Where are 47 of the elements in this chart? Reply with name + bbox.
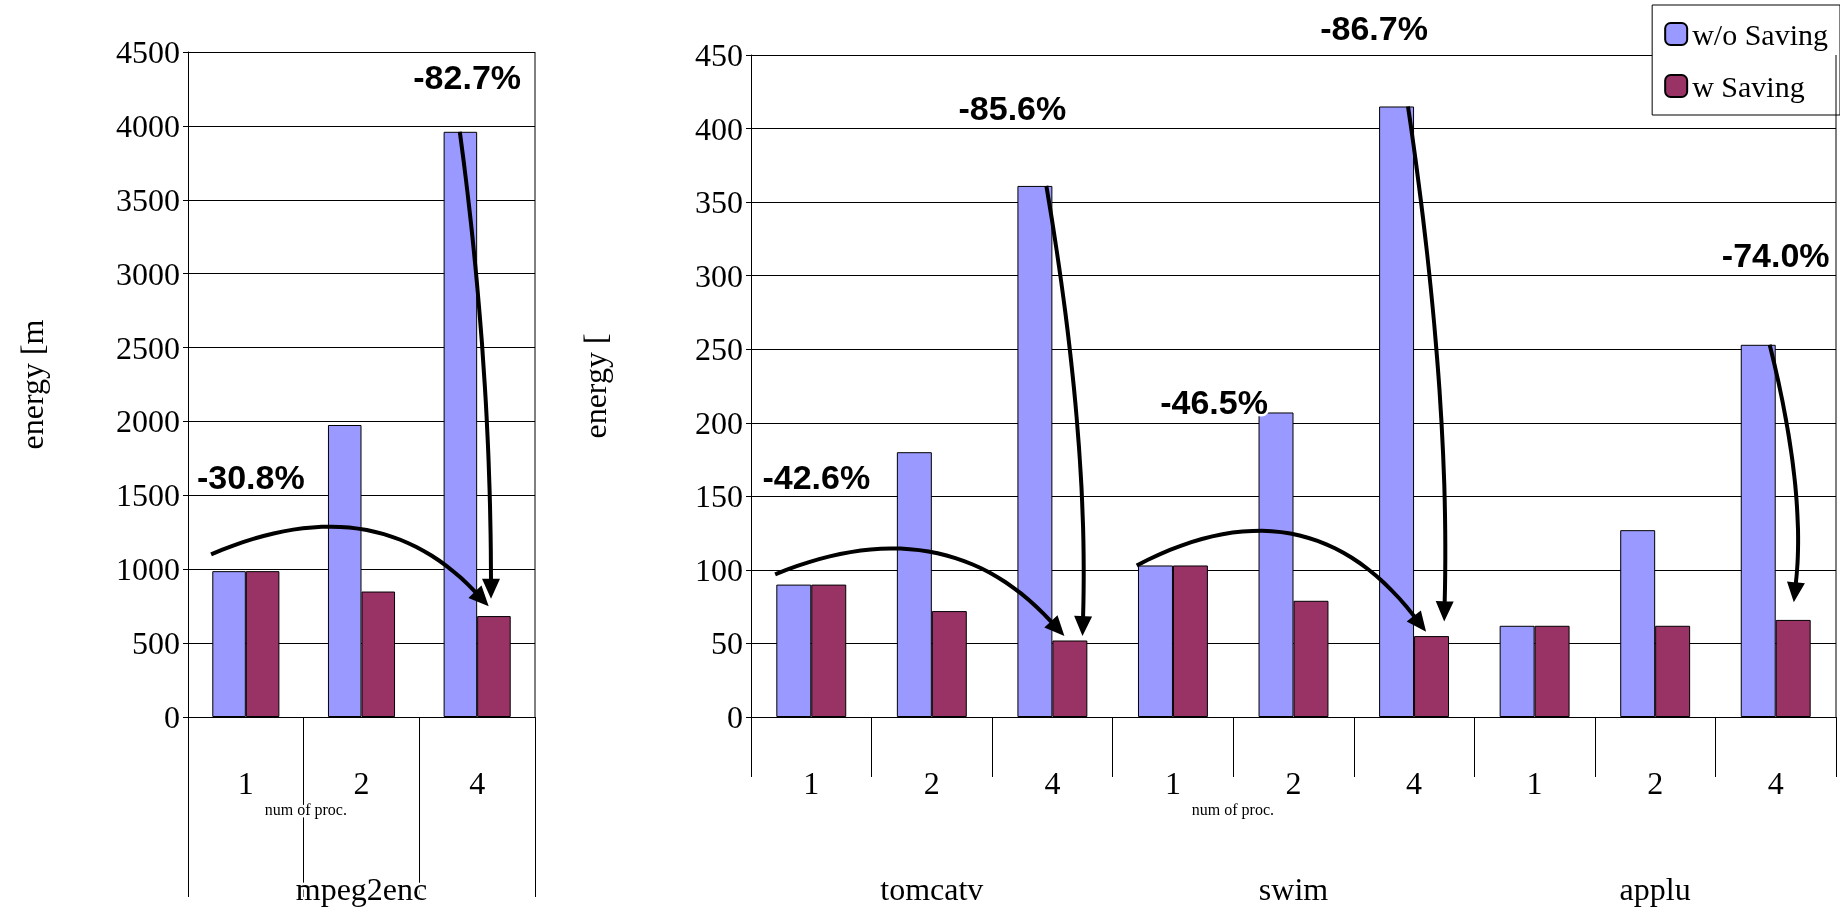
annotation: -46.5%	[1160, 382, 1268, 421]
y-tick-label: 450	[695, 37, 743, 73]
x-tick-label: 2	[1647, 765, 1664, 801]
text: tomcatv	[880, 871, 984, 907]
annotation: -85.6%	[958, 88, 1067, 127]
y-tick-label: 300	[695, 257, 743, 294]
y-tick-label: 1000	[116, 551, 180, 588]
legend-label: w/o Saving	[1692, 17, 1829, 51]
y-tick-label: 3000	[116, 255, 180, 292]
x-tick-label: 1	[1164, 765, 1181, 801]
y-axis-title: energy [	[577, 333, 613, 439]
legend-label: w Saving	[1692, 69, 1805, 103]
annotation: -82.7%	[413, 57, 522, 96]
y-tick-label: 2500	[116, 329, 180, 366]
x-tick-label: 4	[1406, 765, 1423, 801]
text: num of proc.	[1191, 801, 1275, 819]
y-tick-label: 500	[132, 625, 180, 662]
x-tick-label: 4	[469, 765, 486, 801]
text: swim	[1258, 871, 1329, 907]
y-tick-label: 1500	[116, 477, 180, 514]
y-tick-label: 50	[711, 625, 743, 662]
y-tick-label: 3500	[116, 181, 180, 218]
text: -86.7%	[1320, 9, 1428, 48]
y-tick-label: 2000	[116, 403, 180, 440]
x-tick-label: 2	[1285, 765, 1302, 801]
annotation: -42.6%	[762, 457, 871, 496]
y-tick-label: 4500	[116, 34, 180, 70]
x-tick-label: 1	[1526, 765, 1543, 801]
x-tick-label: 4	[1767, 765, 1784, 801]
x-tick-label: 2	[923, 765, 940, 801]
y-tick-label: 4000	[116, 107, 180, 144]
y-tick-label: 0	[727, 699, 743, 735]
y-tick-label: 100	[695, 551, 743, 588]
y-tick-label: 200	[695, 404, 743, 441]
x-tick-label: 4	[1044, 765, 1061, 801]
y-tick-label: 350	[695, 184, 743, 221]
x-tick-label: 2	[353, 765, 370, 801]
x-tick-label: 1	[803, 765, 820, 801]
x-tick-label: 1	[237, 765, 254, 801]
annotation: -74.0%	[1721, 235, 1830, 274]
y-tick-label: 150	[695, 478, 743, 515]
annotation: -30.8%	[196, 458, 305, 497]
text: applu	[1619, 871, 1691, 907]
y-tick-label: 250	[695, 331, 743, 368]
y-tick-label: 400	[695, 110, 743, 147]
y-tick-label: 0	[164, 699, 180, 735]
y-axis-title: energy [m	[14, 319, 50, 450]
